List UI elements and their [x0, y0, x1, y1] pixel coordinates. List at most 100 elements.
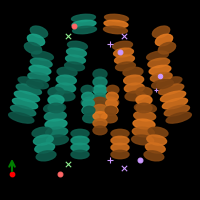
Ellipse shape	[147, 51, 168, 60]
Point	[154, 88, 158, 92]
Ellipse shape	[35, 143, 55, 153]
Ellipse shape	[81, 97, 97, 107]
Ellipse shape	[46, 127, 68, 137]
Ellipse shape	[68, 41, 87, 50]
Ellipse shape	[113, 41, 132, 50]
Ellipse shape	[106, 99, 118, 108]
Ellipse shape	[93, 112, 107, 120]
Ellipse shape	[93, 101, 107, 111]
Ellipse shape	[159, 84, 184, 95]
Ellipse shape	[93, 104, 107, 113]
Ellipse shape	[66, 55, 85, 64]
Ellipse shape	[32, 51, 53, 60]
Ellipse shape	[114, 48, 133, 57]
Ellipse shape	[30, 58, 52, 68]
Ellipse shape	[158, 42, 176, 54]
Ellipse shape	[73, 26, 96, 34]
Ellipse shape	[132, 135, 154, 145]
Ellipse shape	[48, 95, 64, 105]
Ellipse shape	[12, 98, 38, 109]
Ellipse shape	[136, 95, 152, 105]
Ellipse shape	[123, 67, 143, 77]
Ellipse shape	[134, 103, 156, 113]
Point	[72, 24, 76, 28]
Ellipse shape	[48, 87, 64, 97]
Ellipse shape	[104, 26, 127, 34]
Ellipse shape	[33, 135, 53, 145]
Ellipse shape	[148, 58, 170, 68]
Ellipse shape	[32, 127, 52, 137]
Ellipse shape	[71, 129, 89, 138]
Ellipse shape	[93, 69, 107, 79]
Ellipse shape	[111, 129, 129, 138]
Ellipse shape	[72, 20, 96, 28]
Ellipse shape	[132, 127, 154, 137]
Ellipse shape	[48, 103, 64, 113]
Ellipse shape	[27, 34, 45, 46]
Ellipse shape	[107, 85, 119, 94]
Ellipse shape	[93, 93, 107, 103]
Point	[158, 74, 162, 78]
Ellipse shape	[136, 87, 152, 97]
Ellipse shape	[29, 65, 51, 75]
Ellipse shape	[9, 112, 34, 123]
Ellipse shape	[71, 136, 89, 145]
Ellipse shape	[82, 92, 94, 101]
Ellipse shape	[104, 20, 128, 28]
Ellipse shape	[124, 83, 144, 93]
Ellipse shape	[24, 42, 42, 54]
Point	[122, 166, 126, 170]
Ellipse shape	[46, 135, 68, 145]
Point	[58, 172, 62, 176]
Ellipse shape	[83, 113, 99, 123]
Ellipse shape	[82, 105, 98, 115]
Ellipse shape	[152, 26, 170, 38]
Ellipse shape	[111, 150, 129, 159]
Ellipse shape	[133, 119, 155, 129]
Ellipse shape	[125, 91, 145, 101]
Ellipse shape	[82, 99, 94, 108]
Ellipse shape	[44, 103, 66, 113]
Ellipse shape	[44, 111, 66, 121]
Ellipse shape	[147, 135, 167, 145]
Ellipse shape	[116, 62, 135, 71]
Ellipse shape	[155, 34, 173, 46]
Ellipse shape	[145, 143, 165, 153]
Ellipse shape	[18, 77, 43, 88]
Ellipse shape	[124, 75, 144, 85]
Ellipse shape	[72, 14, 95, 22]
Ellipse shape	[106, 92, 118, 101]
Point	[66, 162, 70, 166]
Ellipse shape	[157, 77, 182, 88]
Ellipse shape	[27, 80, 48, 89]
Ellipse shape	[14, 91, 40, 102]
Ellipse shape	[101, 113, 117, 123]
Ellipse shape	[149, 65, 171, 75]
Ellipse shape	[71, 150, 89, 159]
Point	[108, 42, 112, 46]
Ellipse shape	[152, 80, 173, 89]
Ellipse shape	[93, 126, 107, 135]
Point	[118, 50, 122, 54]
Ellipse shape	[164, 105, 189, 116]
Ellipse shape	[71, 143, 89, 152]
Ellipse shape	[93, 119, 107, 128]
Ellipse shape	[65, 62, 84, 71]
Ellipse shape	[55, 91, 75, 101]
Ellipse shape	[144, 151, 164, 161]
Point	[138, 158, 142, 162]
Ellipse shape	[93, 85, 107, 95]
Ellipse shape	[11, 105, 36, 116]
Ellipse shape	[111, 143, 129, 152]
Ellipse shape	[57, 67, 77, 77]
Ellipse shape	[81, 85, 93, 94]
Ellipse shape	[45, 119, 67, 129]
Ellipse shape	[166, 112, 191, 123]
Ellipse shape	[30, 26, 48, 38]
Ellipse shape	[28, 72, 50, 82]
Ellipse shape	[16, 84, 41, 95]
Ellipse shape	[134, 111, 156, 121]
Ellipse shape	[83, 106, 95, 115]
Ellipse shape	[93, 97, 107, 106]
Ellipse shape	[115, 55, 134, 64]
